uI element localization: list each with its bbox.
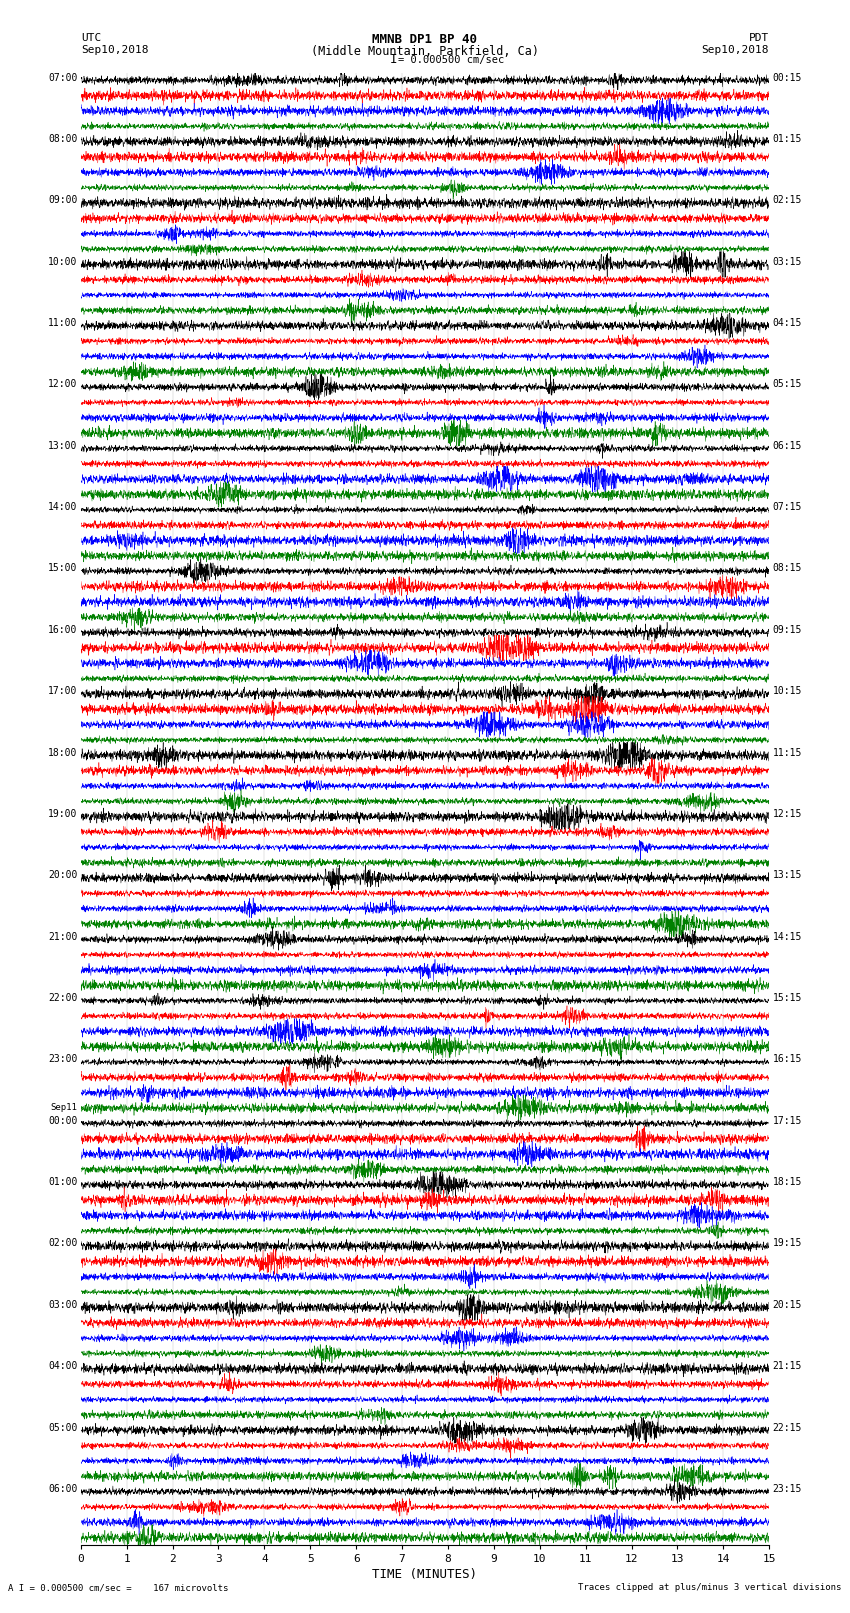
Text: 22:15: 22:15 <box>773 1423 802 1432</box>
Text: 08:00: 08:00 <box>48 134 77 144</box>
Text: Sep10,2018: Sep10,2018 <box>702 45 769 55</box>
Text: 12:15: 12:15 <box>773 810 802 819</box>
Text: 18:15: 18:15 <box>773 1177 802 1187</box>
Text: I: I <box>390 53 397 66</box>
Text: 15:00: 15:00 <box>48 563 77 574</box>
Text: 20:15: 20:15 <box>773 1300 802 1310</box>
Text: 01:15: 01:15 <box>773 134 802 144</box>
Text: Sep10,2018: Sep10,2018 <box>81 45 148 55</box>
Text: 14:15: 14:15 <box>773 932 802 942</box>
Text: 17:15: 17:15 <box>773 1116 802 1126</box>
Text: 19:00: 19:00 <box>48 810 77 819</box>
Text: 13:15: 13:15 <box>773 871 802 881</box>
Text: A I = 0.000500 cm/sec =    167 microvolts: A I = 0.000500 cm/sec = 167 microvolts <box>8 1582 229 1592</box>
Text: Traces clipped at plus/minus 3 vertical divisions: Traces clipped at plus/minus 3 vertical … <box>578 1582 842 1592</box>
Text: 13:00: 13:00 <box>48 440 77 450</box>
Text: 12:00: 12:00 <box>48 379 77 389</box>
Text: 09:00: 09:00 <box>48 195 77 205</box>
Text: 00:15: 00:15 <box>773 73 802 82</box>
Text: 00:00: 00:00 <box>48 1116 77 1126</box>
Text: (Middle Mountain, Parkfield, Ca): (Middle Mountain, Parkfield, Ca) <box>311 45 539 58</box>
Text: 16:15: 16:15 <box>773 1055 802 1065</box>
Text: 01:00: 01:00 <box>48 1177 77 1187</box>
Text: 17:00: 17:00 <box>48 686 77 697</box>
Text: 06:15: 06:15 <box>773 440 802 450</box>
Text: Sep11: Sep11 <box>50 1103 77 1111</box>
Text: PDT: PDT <box>749 32 769 44</box>
Text: 18:00: 18:00 <box>48 747 77 758</box>
Text: MMNB DP1 BP 40: MMNB DP1 BP 40 <box>372 32 478 47</box>
Text: 05:15: 05:15 <box>773 379 802 389</box>
Text: 20:00: 20:00 <box>48 871 77 881</box>
Text: 14:00: 14:00 <box>48 502 77 511</box>
Text: 03:00: 03:00 <box>48 1300 77 1310</box>
Text: 22:00: 22:00 <box>48 994 77 1003</box>
Text: 04:15: 04:15 <box>773 318 802 327</box>
Text: 02:00: 02:00 <box>48 1239 77 1248</box>
X-axis label: TIME (MINUTES): TIME (MINUTES) <box>372 1568 478 1581</box>
Text: 04:00: 04:00 <box>48 1361 77 1371</box>
Text: 11:00: 11:00 <box>48 318 77 327</box>
Text: UTC: UTC <box>81 32 101 44</box>
Text: 05:00: 05:00 <box>48 1423 77 1432</box>
Text: 23:00: 23:00 <box>48 1055 77 1065</box>
Text: 19:15: 19:15 <box>773 1239 802 1248</box>
Text: 15:15: 15:15 <box>773 994 802 1003</box>
Text: 21:00: 21:00 <box>48 932 77 942</box>
Text: 07:00: 07:00 <box>48 73 77 82</box>
Text: 10:15: 10:15 <box>773 686 802 697</box>
Text: 06:00: 06:00 <box>48 1484 77 1494</box>
Text: 03:15: 03:15 <box>773 256 802 266</box>
Text: = 0.000500 cm/sec: = 0.000500 cm/sec <box>398 55 504 65</box>
Text: 07:15: 07:15 <box>773 502 802 511</box>
Text: 10:00: 10:00 <box>48 256 77 266</box>
Text: 02:15: 02:15 <box>773 195 802 205</box>
Text: 08:15: 08:15 <box>773 563 802 574</box>
Text: 09:15: 09:15 <box>773 624 802 636</box>
Text: 21:15: 21:15 <box>773 1361 802 1371</box>
Text: 11:15: 11:15 <box>773 747 802 758</box>
Text: 23:15: 23:15 <box>773 1484 802 1494</box>
Text: 16:00: 16:00 <box>48 624 77 636</box>
